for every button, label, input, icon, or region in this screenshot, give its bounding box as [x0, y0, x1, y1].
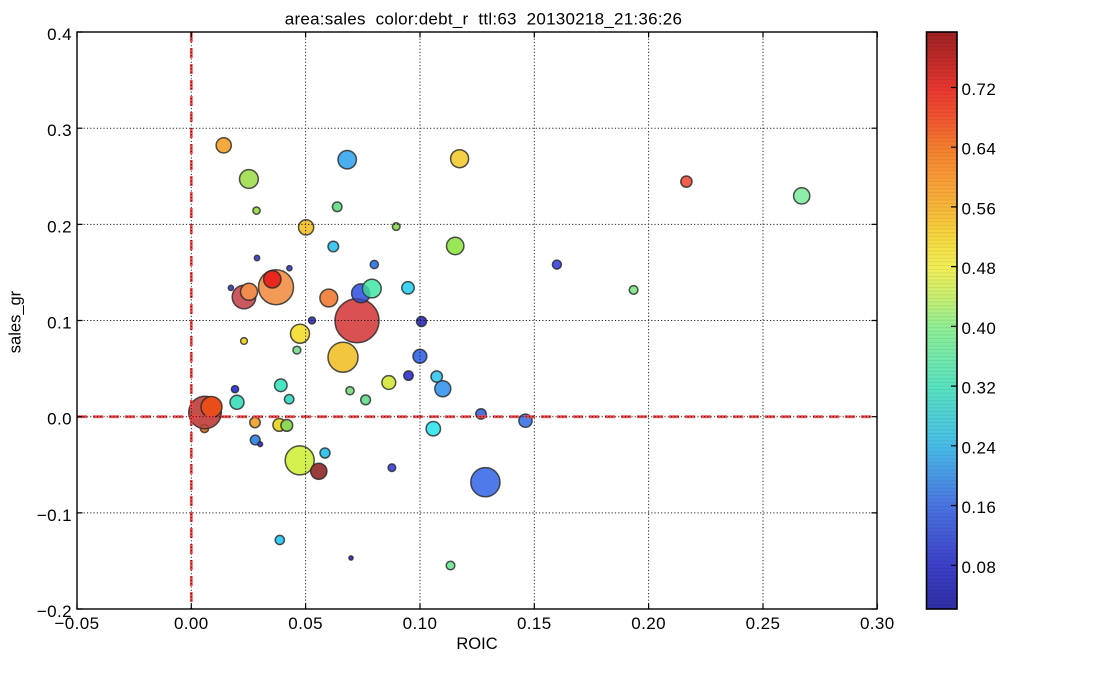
svg-text:0.1: 0.1	[47, 314, 72, 333]
svg-text:−0.2: −0.2	[37, 602, 72, 621]
svg-text:0.4: 0.4	[47, 25, 72, 44]
svg-text:0.24: 0.24	[962, 438, 997, 457]
svg-text:0.3: 0.3	[47, 121, 72, 140]
svg-text:sales_gr: sales_gr	[7, 290, 25, 353]
svg-text:0.20: 0.20	[631, 614, 666, 633]
svg-text:0.0: 0.0	[47, 410, 72, 429]
svg-text:0.32: 0.32	[962, 379, 997, 398]
svg-text:0.08: 0.08	[962, 558, 997, 577]
svg-text:0.25: 0.25	[746, 614, 781, 633]
svg-text:ROIC: ROIC	[456, 635, 497, 653]
svg-text:area:sales color:debt_r ttl:: area:sales color:debt_r ttl:63 20130218_…	[285, 10, 682, 29]
svg-text:0.40: 0.40	[962, 319, 997, 338]
svg-text:0.30: 0.30	[860, 614, 895, 633]
svg-text:−0.05: −0.05	[54, 614, 99, 633]
svg-text:0.15: 0.15	[517, 614, 552, 633]
svg-text:0.2: 0.2	[47, 217, 72, 236]
svg-text:0.64: 0.64	[962, 140, 997, 159]
svg-text:0.72: 0.72	[962, 80, 997, 99]
svg-text:0.56: 0.56	[962, 199, 997, 218]
svg-text:0.00: 0.00	[174, 614, 209, 633]
svg-text:0.10: 0.10	[403, 614, 438, 633]
svg-text:0.16: 0.16	[962, 498, 997, 517]
svg-text:0.05: 0.05	[288, 614, 323, 633]
svg-text:0.48: 0.48	[962, 259, 997, 278]
svg-text:−0.1: −0.1	[37, 506, 72, 525]
